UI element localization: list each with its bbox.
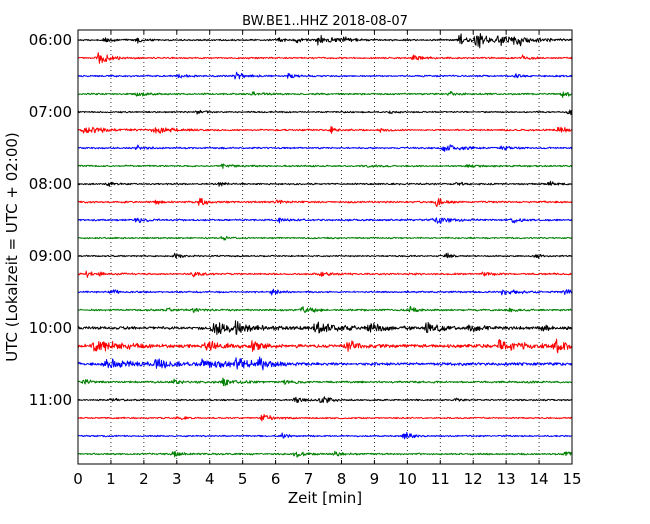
trace-0900: [77, 252, 573, 259]
trace-0930: [77, 288, 573, 296]
trace-1045: [77, 377, 573, 387]
trace-0745: [77, 163, 573, 169]
trace-0700: [77, 109, 573, 116]
trace-0630: [77, 71, 573, 80]
y-tick-label-1000: 10:00: [29, 319, 72, 337]
y-tick-label-1100: 11:00: [29, 391, 72, 409]
y-axis-ticks: 06:00 07:00 08:00 09:00 10:00 11:00: [29, 31, 572, 409]
y-tick-label-0600: 06:00: [29, 31, 72, 49]
trace-0845: [77, 235, 573, 241]
x-tick-label-7: 7: [304, 470, 314, 488]
trace-0815: [77, 197, 573, 207]
trace-0600: [77, 32, 573, 49]
trace-0645: [77, 91, 573, 99]
x-tick-label-8: 8: [337, 470, 347, 488]
x-tick-label-3: 3: [172, 470, 182, 488]
trace-1000: [77, 320, 573, 336]
y-tick-label-0800: 08:00: [29, 175, 72, 193]
trace-0730: [77, 144, 573, 152]
x-tick-label-12: 12: [464, 470, 483, 488]
plot-frame: [77, 29, 573, 465]
x-tick-label-13: 13: [497, 470, 516, 488]
x-tick-label-1: 1: [106, 470, 116, 488]
x-tick-label-14: 14: [530, 470, 549, 488]
y-tick-label-0700: 07:00: [29, 103, 72, 121]
x-tick-label-15: 15: [562, 470, 581, 488]
x-tick-label-2: 2: [139, 470, 149, 488]
y-tick-label-0900: 09:00: [29, 247, 72, 265]
trace-0615: [77, 52, 573, 64]
seismic-traces: [77, 32, 573, 458]
x-tick-label-10: 10: [398, 470, 417, 488]
x-axis-ticks: 0 1 2 3 4 5 6 7 8 9 10 11 12 13 14 15: [73, 30, 582, 488]
trace-1015: [77, 338, 573, 354]
trace-0915: [77, 270, 573, 278]
trace-1130: [77, 431, 573, 440]
x-tick-label-0: 0: [73, 470, 83, 488]
x-tick-label-9: 9: [370, 470, 380, 488]
trace-0830: [77, 217, 573, 224]
trace-1030: [77, 356, 573, 371]
trace-0800: [77, 180, 573, 187]
trace-1145: [77, 450, 573, 458]
vertical-grid: [110, 30, 540, 464]
x-tick-label-4: 4: [205, 470, 215, 488]
x-axis-label: Zeit [min]: [288, 489, 362, 507]
x-tick-label-5: 5: [238, 470, 248, 488]
trace-1115: [77, 413, 573, 422]
x-tick-label-11: 11: [431, 470, 450, 488]
y-axis-label: UTC (Lokalzeit = UTC + 02:00): [3, 132, 21, 362]
trace-0715: [77, 126, 573, 134]
chart-title: BW.BE1..HHZ 2018-08-07: [242, 14, 408, 29]
trace-1100: [77, 396, 573, 404]
x-tick-label-6: 6: [271, 470, 281, 488]
trace-0945: [77, 305, 573, 314]
